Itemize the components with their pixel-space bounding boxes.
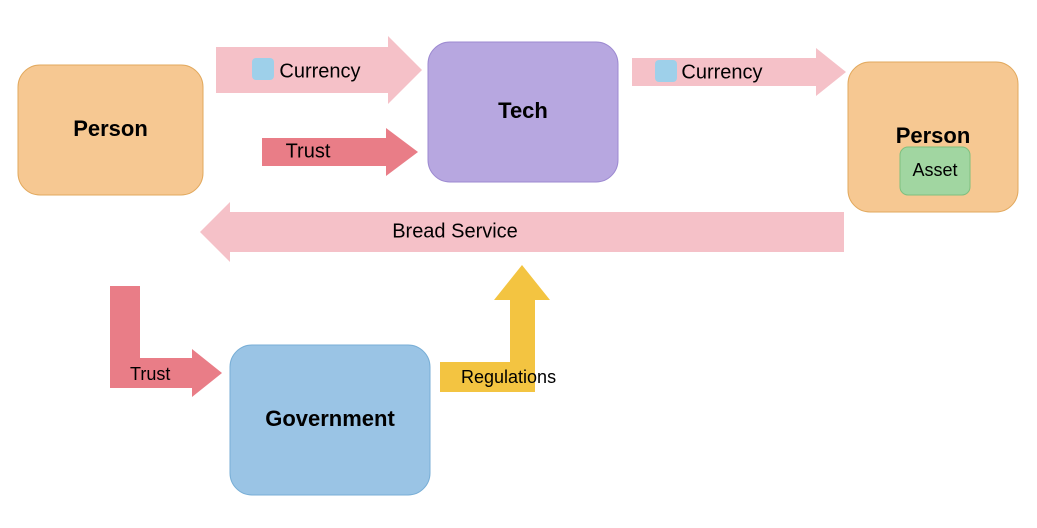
- trust-gov-arrow: Trust: [110, 286, 222, 397]
- asset-node: Asset: [900, 147, 970, 195]
- person-left-label: Person: [73, 116, 148, 141]
- bread-service-label: Bread Service: [392, 220, 518, 242]
- government-label: Government: [265, 406, 395, 431]
- currency-right-label: Currency: [681, 61, 762, 83]
- trust-top-label: Trust: [286, 140, 331, 162]
- tech-label: Tech: [498, 98, 548, 123]
- currency-left-currency-icon: [252, 58, 274, 80]
- currency-left-arrow: Currency: [216, 36, 422, 104]
- asset-label: Asset: [912, 160, 957, 180]
- tech-node: Tech: [428, 42, 618, 182]
- currency-right-currency-icon: [655, 60, 677, 82]
- currency-left-label: Currency: [279, 60, 360, 82]
- regulations-label: Regulations: [461, 367, 556, 387]
- regulations-arrow: Regulations: [440, 265, 556, 392]
- trust-top-arrow: Trust: [262, 128, 418, 176]
- currency-right-arrow: Currency: [632, 48, 846, 96]
- trust-gov-label: Trust: [130, 364, 170, 384]
- bread-service-arrow: Bread Service: [200, 202, 844, 262]
- government-node: Government: [230, 345, 430, 495]
- person-left-node: Person: [18, 65, 203, 195]
- person-right-label: Person: [896, 123, 971, 148]
